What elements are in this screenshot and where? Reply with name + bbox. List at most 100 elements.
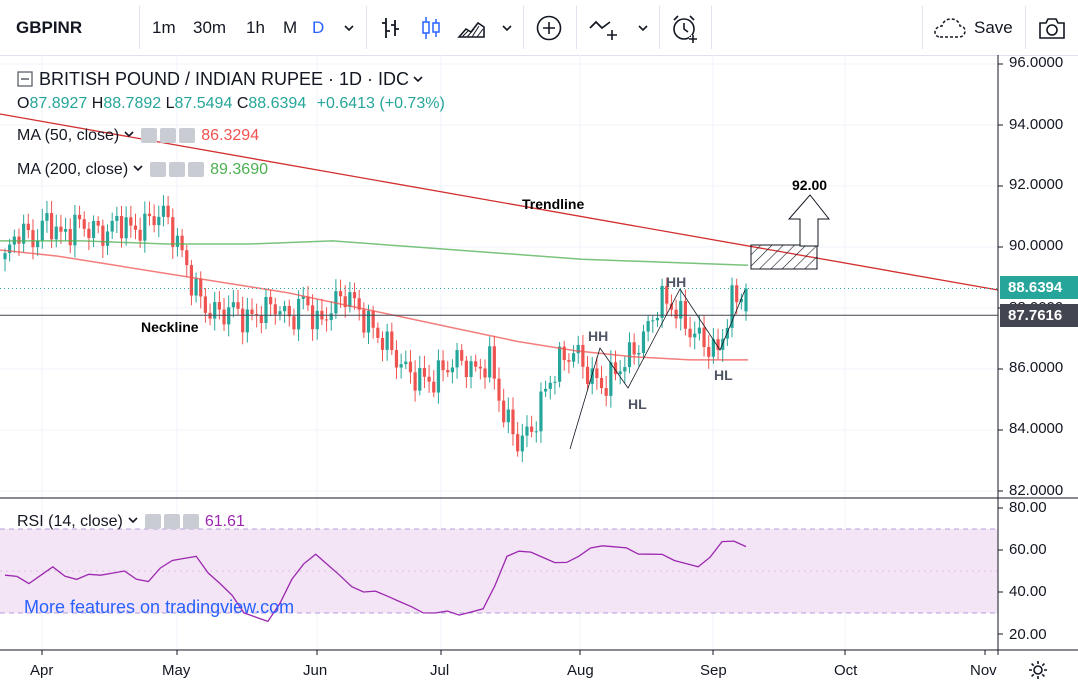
candle-body: [516, 434, 520, 452]
neckline-label: Neckline: [141, 319, 199, 335]
rsi-tick: 60.00: [1009, 541, 1047, 558]
separator: [711, 6, 712, 49]
interval-30m[interactable]: 30m: [193, 17, 227, 37]
candle-body: [324, 319, 329, 321]
compare-button[interactable]: [535, 0, 563, 55]
chart-style-dropdown[interactable]: [500, 0, 514, 55]
gear-icon: [1029, 661, 1047, 679]
candle-body: [707, 346, 711, 357]
price-tick: 84.0000: [1009, 420, 1064, 437]
gear-icon: [160, 128, 177, 144]
candle-body: [171, 217, 175, 247]
candle-body: [390, 331, 394, 351]
candle-body: [50, 213, 54, 240]
candle-body: [287, 305, 291, 317]
interval-m[interactable]: M: [283, 17, 298, 37]
candle-body: [77, 214, 82, 220]
candle-body: [315, 310, 319, 330]
bar-style-button[interactable]: [378, 0, 404, 55]
plus-circle-icon: [536, 15, 562, 40]
candle-body: [213, 302, 217, 319]
candle-body: [352, 292, 357, 299]
candle-body: [674, 309, 678, 319]
open-label: O: [17, 95, 30, 112]
target-zone: [750, 244, 818, 270]
candle-body: [96, 221, 100, 226]
candle-body: [68, 229, 72, 246]
settings-button[interactable]: [1027, 659, 1049, 686]
separator: [1025, 6, 1026, 49]
interval-dropdown[interactable]: [342, 0, 356, 55]
candle-body: [688, 328, 692, 338]
candles-button[interactable]: [418, 0, 444, 55]
trendline-label: Trendline: [522, 196, 585, 212]
candle-body: [627, 342, 632, 368]
chevron-down-icon[interactable]: [132, 162, 144, 174]
chevron-down-icon[interactable]: [412, 73, 424, 85]
interval-1h[interactable]: 1h: [246, 17, 265, 37]
candle-body: [306, 296, 310, 306]
time-tick: Oct: [834, 662, 858, 679]
chevron-down-icon: [344, 24, 354, 31]
chart-canvas[interactable]: [0, 55, 1078, 690]
indicators-dropdown[interactable]: [636, 0, 650, 55]
close-value: 88.6394: [248, 95, 307, 112]
candle-body: [54, 226, 58, 240]
candle-body: [553, 381, 557, 383]
close-icon: [188, 162, 205, 178]
legend-title-row: BRITISH POUND / INDIAN RUPEE · 1D · IDC: [17, 69, 424, 90]
interval-1m[interactable]: 1m: [152, 17, 176, 37]
candle-body: [488, 346, 492, 378]
ma200-label: MA (200, close): [17, 161, 129, 178]
candle-body: [665, 285, 669, 304]
high-label: H: [91, 95, 104, 112]
candle-body: [646, 320, 650, 332]
change-value: +0.6413 (+0.73%): [316, 95, 445, 112]
candle-body: [613, 362, 618, 375]
candle-body: [469, 361, 473, 377]
snapshot-button[interactable]: [1037, 0, 1067, 55]
indicators-button[interactable]: [588, 0, 622, 55]
price-tick: 96.0000: [1009, 54, 1064, 71]
candle-body: [655, 317, 660, 321]
time-tick: Aug: [567, 662, 594, 679]
candle-body: [371, 310, 375, 328]
candle-body: [460, 350, 464, 361]
candle-body: [679, 300, 683, 319]
interval-d[interactable]: D: [312, 17, 325, 37]
candle-body: [380, 337, 385, 350]
collapse-icon[interactable]: [17, 71, 33, 87]
candle-body: [693, 333, 697, 338]
current-price-tag: 88.6394: [1000, 276, 1078, 299]
indicator-controls[interactable]: [141, 128, 196, 144]
rsi-tick: 20.00: [1009, 626, 1047, 643]
eye-icon: [150, 162, 167, 178]
candle-body: [455, 350, 459, 368]
open-value: 87.8927: [29, 95, 88, 112]
candle-body: [343, 296, 347, 308]
area-chart-icon: [457, 21, 485, 38]
watermark-link[interactable]: More features on tradingview.com: [24, 597, 295, 617]
chevron-down-icon[interactable]: [123, 128, 135, 140]
chevron-down-icon[interactable]: [127, 514, 139, 526]
save-button[interactable]: Save: [932, 0, 1013, 55]
price-tick: 92.0000: [1009, 176, 1064, 193]
candlestick-icon: [422, 16, 440, 39]
area-style-button[interactable]: [456, 0, 486, 55]
eye-icon: [141, 128, 158, 144]
candle-body: [292, 316, 296, 330]
candle-body: [161, 205, 166, 217]
rsi-line: [4, 540, 747, 623]
indicator-controls[interactable]: [144, 514, 199, 530]
candle-body: [478, 366, 482, 369]
gear-icon: [163, 514, 180, 530]
price-tick: 86.0000: [1009, 359, 1064, 376]
alert-button[interactable]: [669, 0, 701, 55]
time-tick: Nov: [970, 662, 997, 679]
candle-body: [404, 361, 408, 365]
symbol-search[interactable]: GBPINR: [16, 17, 83, 37]
candle-body: [147, 213, 152, 217]
separator: [366, 6, 367, 49]
indicator-controls[interactable]: [150, 162, 205, 178]
candle-body: [548, 382, 552, 389]
